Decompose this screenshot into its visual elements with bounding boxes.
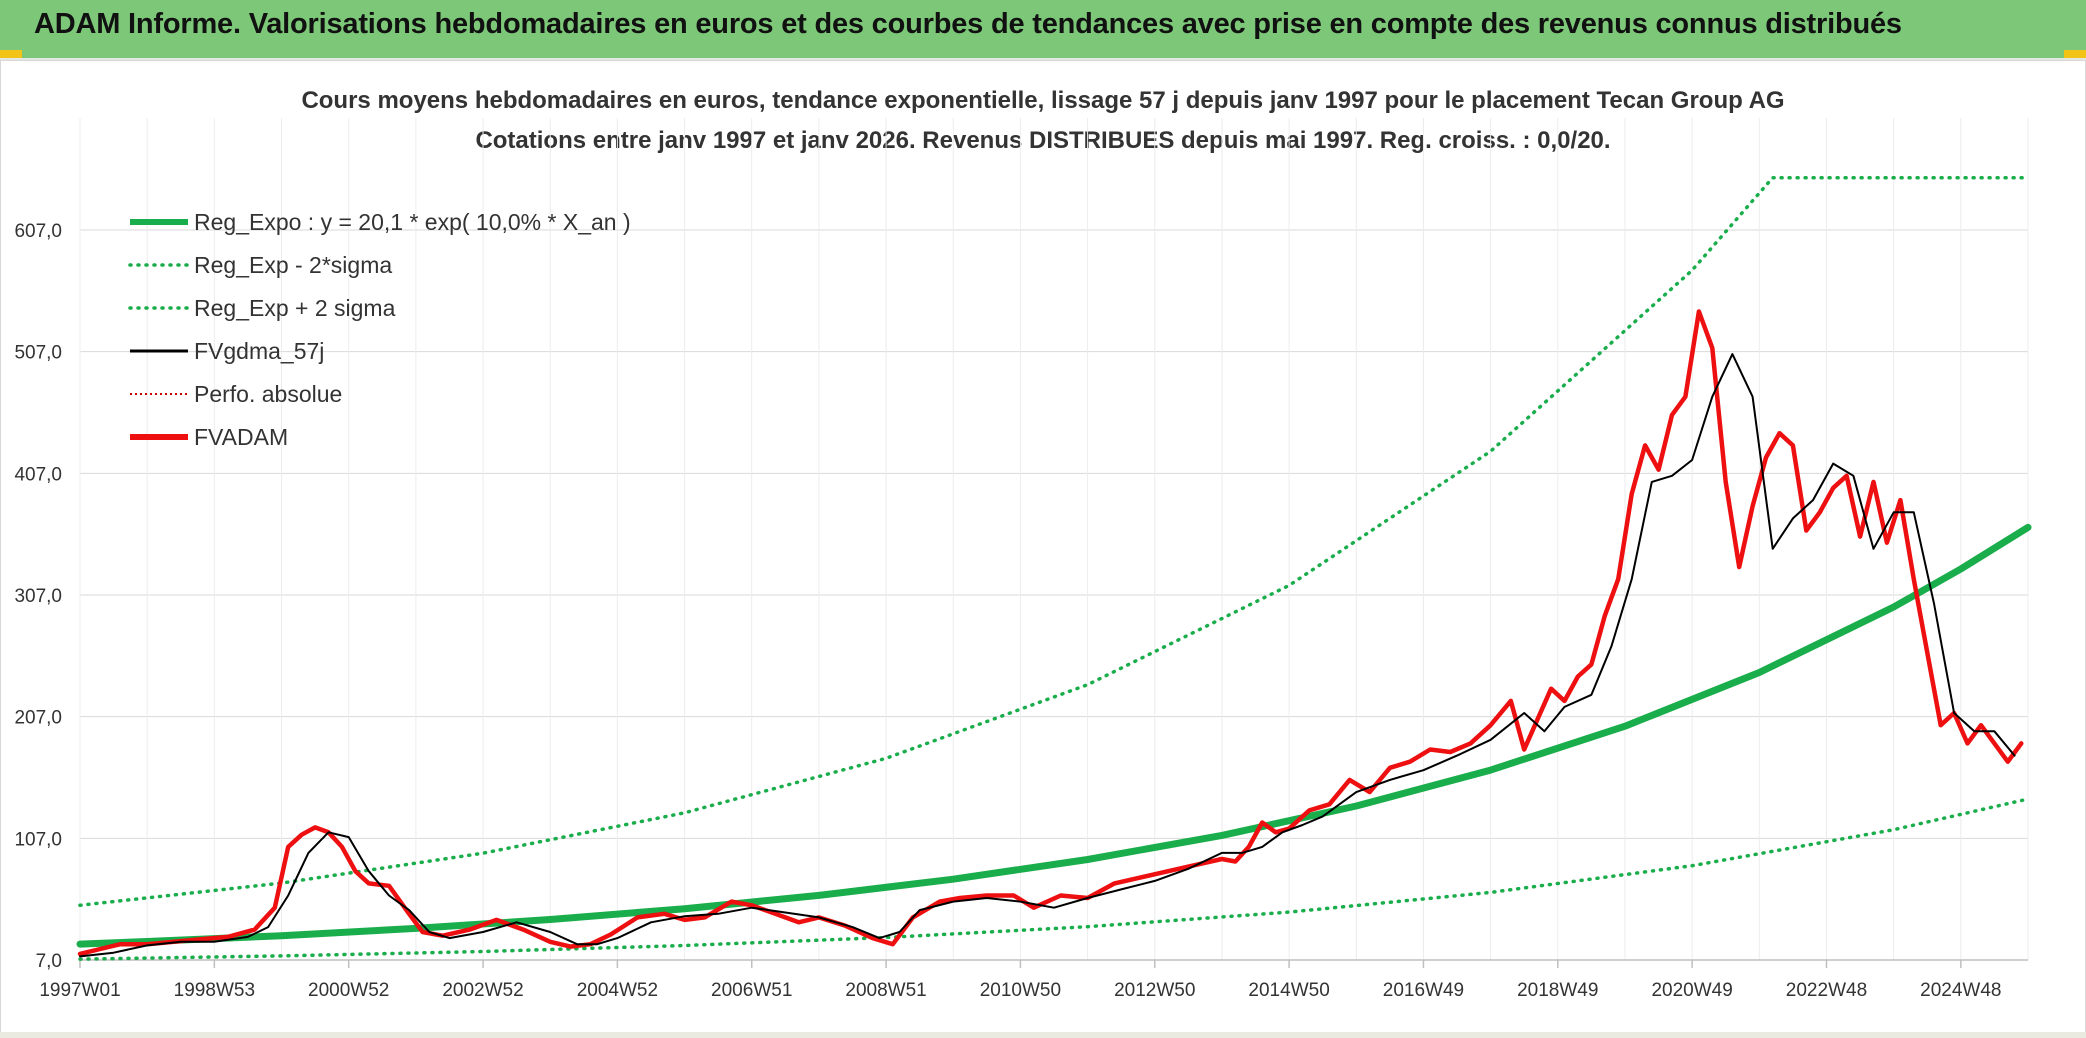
x-tick-label: 2024W48 xyxy=(1920,980,2001,1001)
legend-label-fvadam: FVADAM xyxy=(194,424,288,450)
x-tick-label: 2012W50 xyxy=(1114,980,1195,1001)
series-fvadam xyxy=(77,309,2024,957)
series-reg-expo xyxy=(76,523,2032,948)
y-tick-label: 507,0 xyxy=(14,343,62,364)
x-tick-label: 2022W48 xyxy=(1786,980,1867,1001)
y-tick-label: 307,0 xyxy=(14,586,62,607)
banner-corner-right xyxy=(2064,50,2086,58)
x-tick-label: 2010W50 xyxy=(980,980,1061,1001)
legend-label-reg_minus: Reg_Exp - 2*sigma xyxy=(194,252,392,278)
y-tick-label: 207,0 xyxy=(14,708,62,729)
x-tick-label: 2004W52 xyxy=(577,980,658,1001)
x-tick-label: 2008W51 xyxy=(845,980,926,1001)
legend-label-reg_plus: Reg_Exp + 2 sigma xyxy=(194,295,396,321)
chart-subtitle: Cotations entre janv 1997 et janv 2026. … xyxy=(475,127,1610,154)
x-tick-label: 1998W53 xyxy=(174,980,255,1001)
y-tick-label: 407,0 xyxy=(14,464,62,485)
plot-series xyxy=(76,175,2032,961)
x-tick-label: 2014W50 xyxy=(1248,980,1329,1001)
series-fvgdma-57j xyxy=(79,353,2016,958)
x-axis: 1997W01 1998W53 2000W52 2002W52 2004W52 2006W… xyxy=(39,959,2028,1001)
grid xyxy=(79,118,2029,961)
legend-label-perfo: Perfo. absolue xyxy=(194,381,342,407)
x-tick-label: 1997W01 xyxy=(39,980,120,1001)
x-tick-label: 2018W49 xyxy=(1517,980,1598,1001)
x-tick-label: 2016W49 xyxy=(1383,980,1464,1001)
banner-corner-left xyxy=(0,50,22,58)
chart-title: Cours moyens hebdomadaires en euros, ten… xyxy=(301,87,1784,114)
y-axis: 7,0 107,0 207,0 307,0 407,0 507,0 607,0 xyxy=(14,221,62,972)
legend: Reg_Expo : y = 20,1 * exp( 10,0% * X_an … xyxy=(128,209,631,450)
series-reg-exp-minus-2-sigma xyxy=(78,797,2030,961)
x-tick-label: 2000W52 xyxy=(308,980,389,1001)
x-tick-label: 2002W52 xyxy=(442,980,523,1001)
banner-title: ADAM Informe. Valorisations hebdomadaire… xyxy=(34,8,1902,40)
legend-label-fvgdma: FVgdma_57j xyxy=(194,338,324,364)
y-tick-label: 607,0 xyxy=(14,221,62,242)
series-reg-exp-plus-2-sigma xyxy=(78,175,2030,908)
y-tick-label: 107,0 xyxy=(14,829,62,850)
x-tick-label: 2006W51 xyxy=(711,980,792,1001)
y-tick-label: 7,0 xyxy=(36,951,62,972)
bottom-bar xyxy=(0,1032,2086,1038)
x-tick-label: 2020W49 xyxy=(1651,980,1732,1001)
banner: ADAM Informe. Valorisations hebdomadaire… xyxy=(0,0,2086,60)
legend-label-reg_expo: Reg_Expo : y = 20,1 * exp( 10,0% * X_an … xyxy=(194,209,631,235)
